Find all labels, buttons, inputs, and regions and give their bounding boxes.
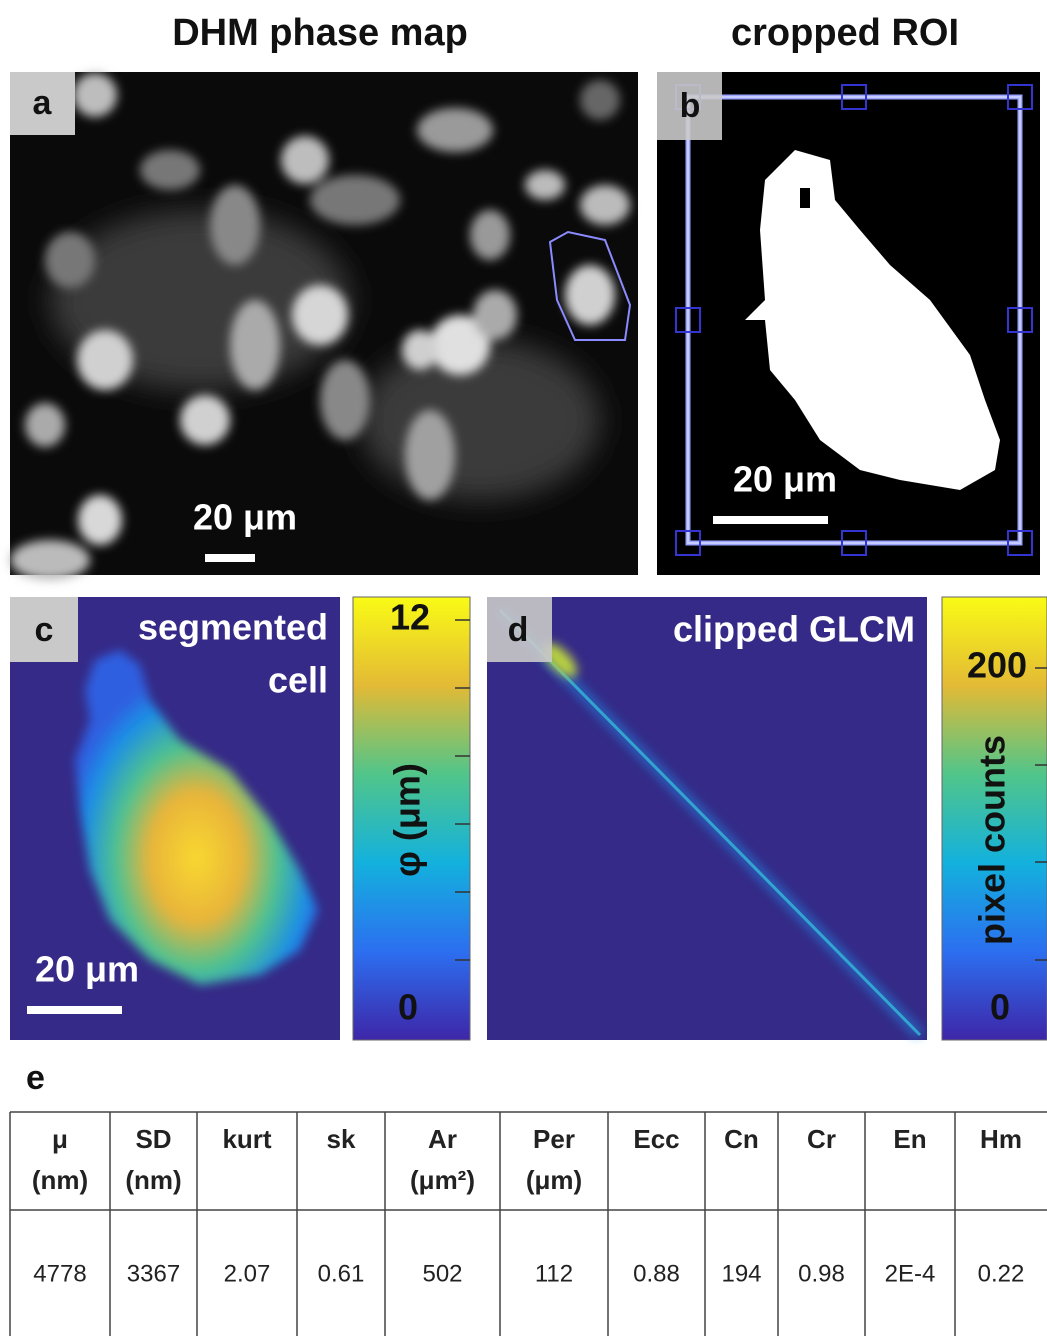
table-cell: 2E-4	[885, 1260, 936, 1287]
colorbar: 12 0 φ (μm)	[353, 597, 470, 1040]
table-cell: 2.07	[224, 1260, 271, 1287]
table-cell: 112	[535, 1260, 573, 1287]
panel-label: b	[680, 87, 701, 125]
table-cell: 0.88	[633, 1260, 680, 1287]
panel-caption: clipped GLCM	[673, 609, 915, 650]
figure: DHM phase map cropped ROI a 20 μm	[0, 0, 1047, 1336]
feature-table: μ (nm) SD (nm) kurt sk Ar (μm²) Per (μm) Ecc Cn Cr En…	[10, 1112, 1047, 1336]
panel-label: d	[508, 611, 529, 649]
table-cell: 0.98	[798, 1260, 845, 1287]
table-header: kurt	[222, 1124, 271, 1154]
colorbar-label: pixel counts	[972, 735, 1013, 945]
colorbar-min: 0	[990, 987, 1010, 1028]
table-header: Ar	[428, 1124, 457, 1154]
panel-label: a	[33, 84, 53, 122]
colorbar-min: 0	[398, 987, 418, 1028]
glcm: d clipped GLCM	[487, 597, 927, 1040]
table-cell: 502	[422, 1260, 462, 1287]
table-cell: 3367	[127, 1260, 180, 1287]
panel-caption: segmented	[138, 607, 328, 648]
table-cell: 4778	[33, 1260, 86, 1287]
panel-title: DHM phase map	[172, 12, 468, 54]
scale-bar-label: 20 μm	[35, 949, 139, 990]
table-header: Cr	[807, 1124, 836, 1154]
table-header: Cn	[724, 1124, 759, 1154]
table-cell: 0.61	[318, 1260, 365, 1287]
cropped-roi: b 20 μm	[657, 72, 1040, 575]
phase-map: a 20 μm	[10, 72, 638, 580]
panel-label: e	[26, 1059, 45, 1097]
table-header: En	[893, 1124, 926, 1154]
table-header: (μm²)	[410, 1165, 475, 1195]
table-header: (nm)	[32, 1165, 88, 1195]
table-header: sk	[327, 1124, 356, 1154]
colorbar-max: 200	[967, 645, 1027, 686]
panel-title: cropped ROI	[731, 12, 959, 54]
scale-bar-label: 20 μm	[733, 459, 837, 500]
colorbar-label: φ (μm)	[387, 763, 428, 877]
colorbar: 200 0 pixel counts	[942, 597, 1047, 1040]
page: DHM phase map cropped ROI a 20 μm	[0, 0, 1047, 1336]
panel-caption: cell	[268, 660, 328, 701]
table-header: (μm)	[526, 1165, 582, 1195]
table-header: Per	[533, 1124, 575, 1154]
table-header: Ecc	[633, 1124, 679, 1154]
table-header: (nm)	[125, 1165, 181, 1195]
table-header: μ	[52, 1124, 68, 1154]
panel-label: c	[35, 611, 54, 649]
colorbar-max: 12	[390, 597, 430, 638]
table-header: Hm	[980, 1124, 1022, 1154]
segmented-cell: c segmented cell 20 μm	[10, 597, 340, 1040]
table-cell: 0.22	[978, 1260, 1025, 1287]
table-cell: 194	[721, 1260, 761, 1287]
scale-bar-label: 20 μm	[193, 497, 297, 538]
table-header: SD	[135, 1124, 171, 1154]
